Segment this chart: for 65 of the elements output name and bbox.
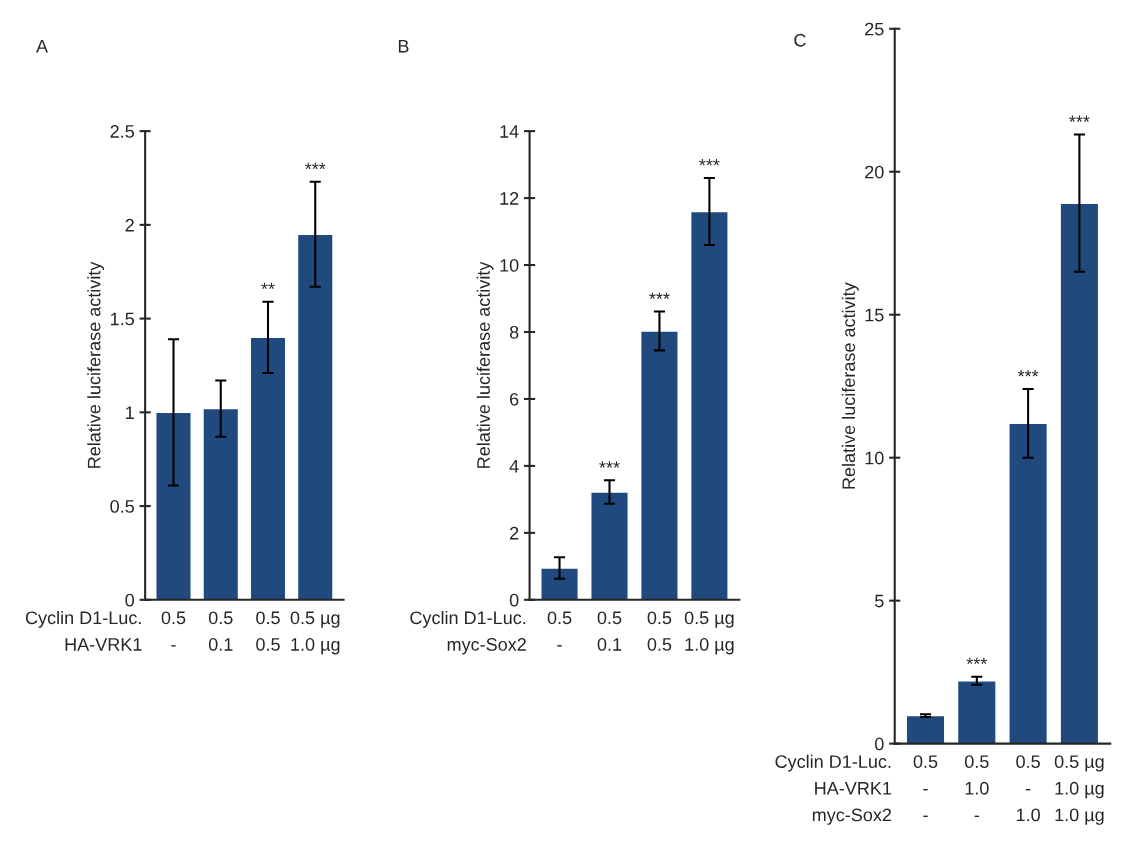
annotation: *** <box>966 657 988 665</box>
x-tick-label: 0.5 0.1 <box>597 611 622 651</box>
bar <box>155 411 192 600</box>
y-axis-title: Relative luciferase activity <box>841 282 859 489</box>
x-tick-label: 0.5 - <box>161 611 186 647</box>
x-tick-label: 0.5 0.5 <box>647 611 672 651</box>
y-tick-label: 0 <box>125 593 135 607</box>
y-tick-label: 0 <box>509 593 519 607</box>
bar <box>590 491 629 600</box>
y-tick-label: 8 <box>509 325 519 339</box>
y-tick-label: 1 <box>126 406 134 419</box>
text: HA-VRK1 <box>65 638 142 651</box>
text: Cyclin D1-Luc. <box>25 610 141 628</box>
text: Cyclin D1-Luc. <box>775 754 891 772</box>
y-tick-label: 2 <box>125 218 134 232</box>
bar <box>689 210 729 600</box>
x-tick-label: 0.5 1.0 - <box>964 755 989 818</box>
annotation: *** <box>1069 115 1090 122</box>
bar <box>1059 202 1100 744</box>
x-tick-label: 0.5 µg 1.0 µg 1.0 µg <box>1054 755 1104 825</box>
x-tick-label: 0.5 - <box>547 611 572 647</box>
y-tick-label: 15 <box>865 308 884 322</box>
y-tick-label: 25 <box>865 22 884 36</box>
x-tick-label: 0.5 µg 1.0 µg <box>290 611 340 655</box>
chart-title: B <box>398 39 409 53</box>
x-tick-label: 0.5 µg 1.0 µg <box>684 611 734 655</box>
annotation: *** <box>699 159 720 166</box>
y-tick-label: 2.5 <box>110 125 134 138</box>
x-tick-label: 0.5 - 1.0 <box>1016 755 1040 822</box>
x-tick-label: 0.5 0.5 <box>256 611 280 651</box>
y-tick-label: 14 <box>500 125 519 138</box>
bar <box>540 567 579 600</box>
annotation: *** <box>649 292 670 299</box>
y-axis-title: Relative luciferase activity <box>476 261 494 468</box>
y-tick-label: 12 <box>500 192 519 205</box>
bar <box>905 714 946 744</box>
annotation: *** <box>599 461 620 468</box>
bar <box>296 233 334 600</box>
annotation: *** <box>1017 370 1039 377</box>
chart-title: A <box>36 39 49 53</box>
y-tick-label: 10 <box>865 451 884 465</box>
annotation: ** <box>261 282 275 290</box>
bar <box>249 336 287 600</box>
text: Cyclin D1-Luc. <box>410 610 526 628</box>
y-tick-label: 20 <box>865 165 884 179</box>
y-tick-label: 4 <box>509 460 519 473</box>
y-tick-label: 0 <box>874 737 884 751</box>
y-tick-label: 1.5 <box>111 312 134 326</box>
category-label: 0.5 - - <box>913 755 938 818</box>
y-tick-label: 6 <box>510 392 519 406</box>
text: myc-Sox2 <box>447 638 526 655</box>
y-tick-label: 2 <box>510 526 519 540</box>
chart-title: C <box>794 33 806 47</box>
bar <box>640 330 679 600</box>
bar <box>1008 422 1049 744</box>
y-tick-label: 0.5 <box>110 500 134 513</box>
annotation: *** <box>305 162 326 170</box>
text: myc-Sox2 <box>812 808 892 825</box>
y-axis-title: Relative luciferase activity <box>87 261 105 468</box>
x-tick-label: 0.5 0.1 <box>208 611 233 651</box>
y-tick-label: 5 <box>874 594 884 608</box>
text: HA-VRK1 <box>815 782 892 795</box>
bar <box>202 407 240 600</box>
y-tick-label: 10 <box>500 258 519 272</box>
bar <box>956 680 997 744</box>
